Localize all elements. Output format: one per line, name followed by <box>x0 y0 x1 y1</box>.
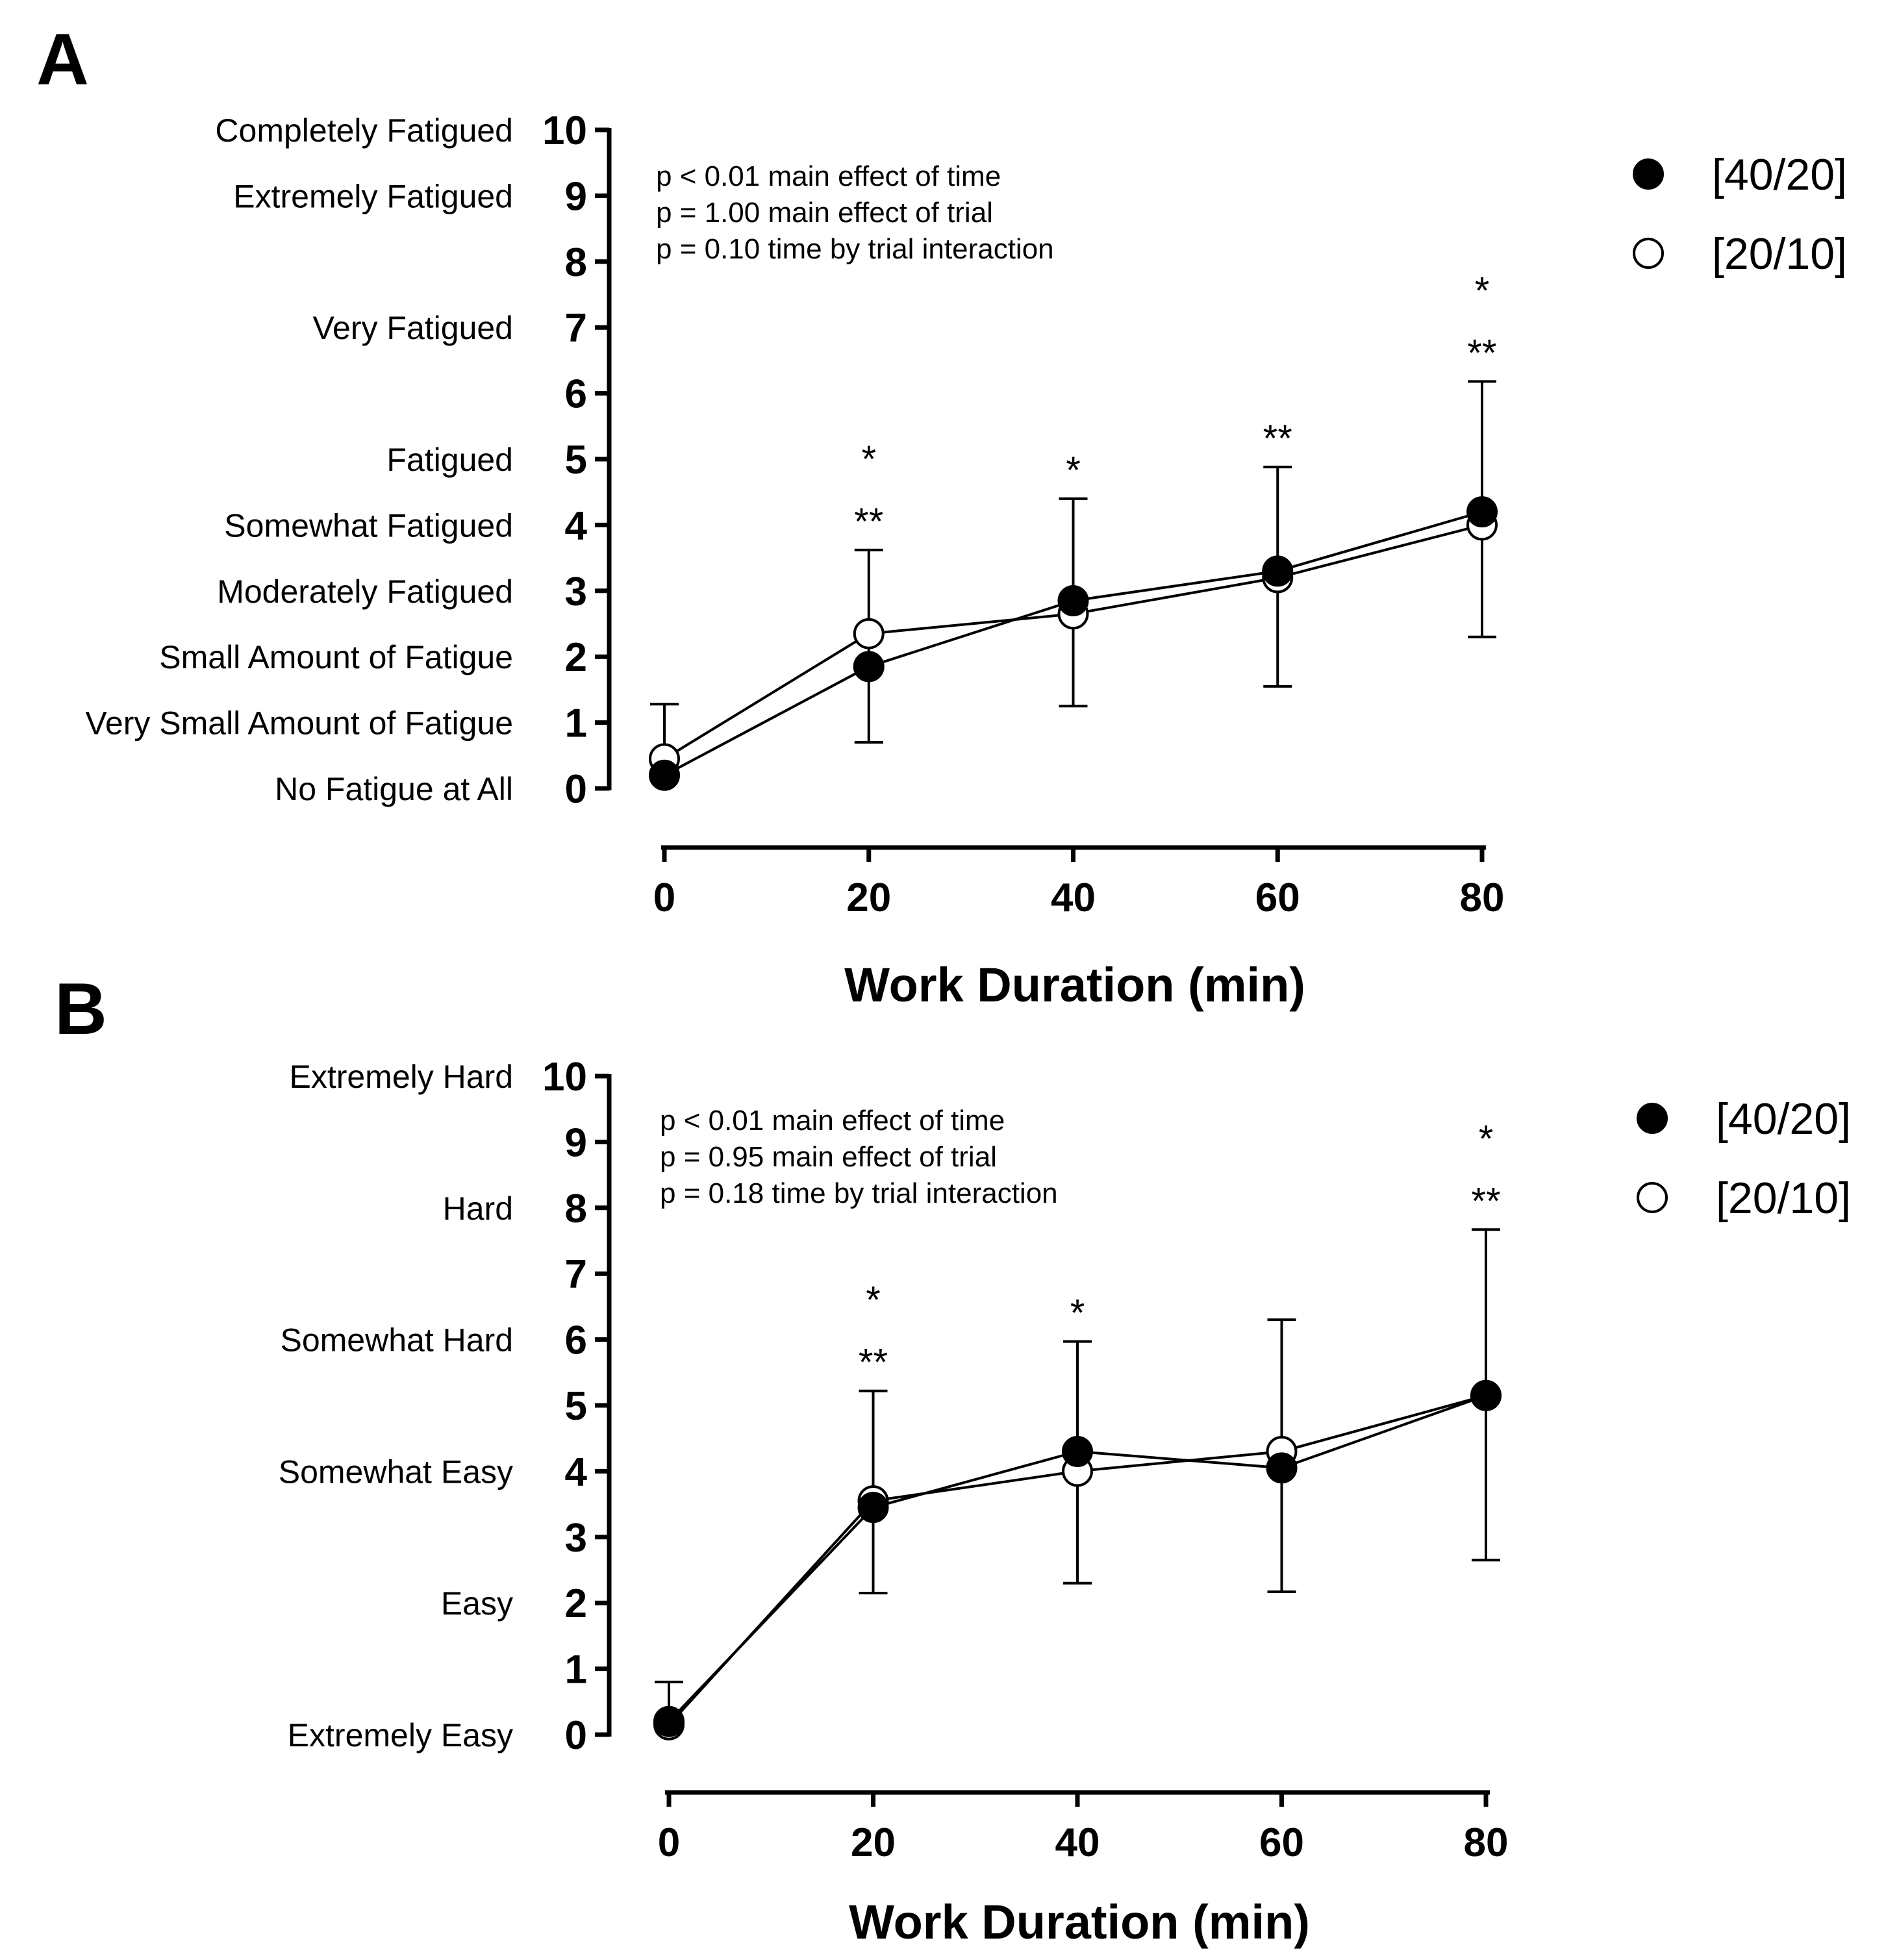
data-point-open <box>853 618 885 649</box>
y-category-label: Somewhat Easy <box>279 1453 513 1490</box>
data-point-filled <box>1470 1379 1502 1411</box>
y-category-label: Extremely Fatigued <box>233 178 513 214</box>
y-category-label: Very Small Amount of Fatigue <box>85 705 513 742</box>
y-tick-label: 8 <box>565 1187 587 1231</box>
y-tick-label: 7 <box>565 306 587 351</box>
significance-marker: * <box>1475 270 1490 312</box>
y-tick-label: 6 <box>565 1318 587 1363</box>
data-point-filled <box>853 651 885 683</box>
y-tick-label: 2 <box>565 635 587 680</box>
significance-marker: ** <box>1263 418 1292 460</box>
data-point-filled <box>1262 555 1294 587</box>
y-category-label: Hard <box>443 1190 513 1227</box>
y-tick-label: 3 <box>565 570 587 614</box>
stats-line: p < 0.01 main effect of time <box>660 1105 1005 1137</box>
y-tick-label: 4 <box>565 1450 588 1494</box>
legend-label: [20/10] <box>1712 229 1847 279</box>
x-axis-title: Work Duration (min) <box>849 1895 1310 1949</box>
x-axis-title: Work Duration (min) <box>844 958 1305 1012</box>
y-category-label: Extremely Easy <box>288 1717 513 1753</box>
legend-label: [40/20] <box>1716 1094 1851 1144</box>
y-tick-label: 9 <box>565 1120 587 1165</box>
x-tick-label: 40 <box>1055 1820 1100 1865</box>
significance-marker: * <box>866 1279 881 1322</box>
y-tick-label: 0 <box>565 1713 587 1758</box>
stats-line: p < 0.01 main effect of time <box>656 160 1001 192</box>
legend-marker-open <box>1637 1182 1668 1213</box>
significance-marker: ** <box>854 501 883 543</box>
significance-marker: * <box>1070 1292 1085 1335</box>
y-category-label: Easy <box>441 1585 513 1622</box>
y-tick-label: 3 <box>565 1516 587 1561</box>
y-category-label: Somewhat Fatigued <box>224 507 513 544</box>
y-tick-label: 10 <box>542 1055 587 1099</box>
panel-a-chart: 0 1 2 3 4 5 6 7 8 9 10 Completely Fatigued Extremely… <box>85 108 1847 1012</box>
y-tick-label: 1 <box>565 701 587 746</box>
panel-b-chart: 0 1 2 3 4 5 6 7 8 9 10 Extremely Hard Hard Somewhat H… <box>279 1055 1851 1949</box>
y-tick-label: 7 <box>565 1252 587 1297</box>
data-point-filled <box>653 1705 685 1737</box>
y-tick-label: 0 <box>565 767 587 812</box>
significance-marker: ** <box>859 1342 888 1384</box>
stats-line: p = 0.18 time by trial interaction <box>660 1177 1058 1209</box>
y-tick-label: 2 <box>565 1581 587 1626</box>
y-category-label: Moderately Fatigued <box>217 573 513 610</box>
significance-marker: ** <box>1471 1180 1500 1222</box>
panel-a-letter: A <box>36 19 89 100</box>
data-point-filled <box>857 1492 889 1524</box>
significance-marker: ** <box>1467 332 1496 374</box>
y-category-label: Completely Fatigued <box>215 112 513 149</box>
x-tick-label: 20 <box>851 1820 896 1865</box>
y-tick-label: 5 <box>565 438 587 483</box>
legend-label: [20/10] <box>1716 1174 1851 1223</box>
x-tick-label: 20 <box>846 875 891 920</box>
x-tick-label: 60 <box>1255 875 1300 920</box>
y-category-label: Somewhat Hard <box>281 1322 514 1359</box>
legend-marker-filled <box>1633 158 1664 190</box>
significance-marker: * <box>861 438 876 481</box>
data-point-filled <box>1466 496 1498 528</box>
y-category-label: Fatigued <box>386 442 513 478</box>
x-tick-label: 40 <box>1051 875 1096 920</box>
x-tick-label: 80 <box>1464 1820 1509 1865</box>
y-tick-label: 9 <box>565 174 587 219</box>
legend-marker-open <box>1633 238 1664 269</box>
stats-line: p = 0.95 main effect of trial <box>660 1141 997 1173</box>
x-tick-label: 80 <box>1460 875 1505 920</box>
legend-marker-filled <box>1637 1103 1668 1134</box>
data-point-filled <box>1062 1435 1093 1467</box>
significance-marker: * <box>1479 1118 1494 1160</box>
data-point-filled <box>1057 585 1089 617</box>
significance-marker: * <box>1066 449 1081 492</box>
y-tick-label: 1 <box>565 1648 587 1692</box>
y-category-label: Very Fatigued <box>312 310 513 346</box>
x-tick-label: 0 <box>653 875 675 920</box>
y-category-label: Small Amount of Fatigue <box>159 639 513 675</box>
stats-line: p = 1.00 main effect of trial <box>656 197 993 229</box>
x-tick-label: 0 <box>658 1820 680 1865</box>
stats-line: p = 0.10 time by trial interaction <box>656 233 1054 265</box>
y-category-label: Extremely Hard <box>289 1059 513 1095</box>
y-tick-label: 8 <box>565 240 587 285</box>
y-tick-label: 10 <box>542 108 587 153</box>
y-tick-label: 4 <box>565 503 588 548</box>
panel-b-letter: B <box>55 968 107 1049</box>
y-tick-label: 6 <box>565 372 587 417</box>
y-category-label: No Fatigue at All <box>275 771 513 807</box>
data-point-filled <box>649 759 680 791</box>
y-tick-label: 5 <box>565 1384 587 1429</box>
x-tick-label: 60 <box>1259 1820 1304 1865</box>
data-point-filled <box>1266 1452 1298 1484</box>
legend-label: [40/20] <box>1712 150 1847 199</box>
